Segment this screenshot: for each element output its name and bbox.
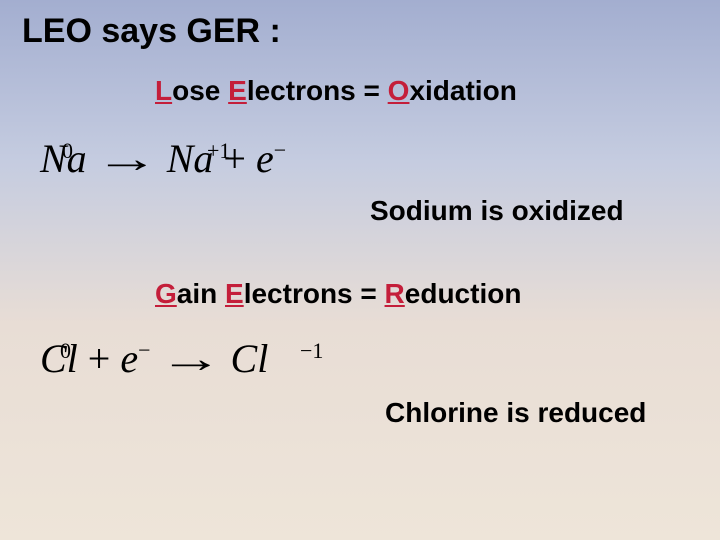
- text-ose: ose: [172, 75, 228, 106]
- letter-E: E: [228, 75, 247, 106]
- letter-E2: E: [225, 278, 244, 309]
- letter-R: R: [385, 278, 405, 309]
- sodium-result: Sodium is oxidized: [370, 195, 624, 227]
- arrow-icon-2: →: [159, 335, 223, 382]
- text-eduction: eduction: [405, 278, 522, 309]
- eq2-lhs: Cl: [40, 336, 78, 381]
- chlorine-equation: Cl + e− → Cl: [40, 335, 268, 382]
- eq2-rhs: Cl: [231, 336, 269, 381]
- letter-L: L: [155, 75, 172, 106]
- eq2-electron: e: [120, 336, 138, 381]
- sodium-equation: Na → Na + e−: [40, 135, 286, 182]
- eq1-electron-sup: −: [274, 138, 286, 163]
- leo-definition: Lose Electrons = Oxidation: [155, 75, 517, 107]
- chlorine-result: Chlorine is reduced: [385, 397, 646, 429]
- ger-definition: Gain Electrons = Reduction: [155, 278, 521, 310]
- text-lectrons-eq2: lectrons =: [244, 278, 385, 309]
- text-lectrons-eq: lectrons =: [247, 75, 388, 106]
- letter-G: G: [155, 278, 177, 309]
- slide-title: LEO says GER :: [22, 12, 281, 51]
- eq2-electron-sup: −: [138, 338, 150, 363]
- text-xidation: xidation: [409, 75, 516, 106]
- eq1-lhs: Na: [40, 136, 87, 181]
- eq1-plus: +: [223, 136, 256, 181]
- arrow-icon: →: [95, 135, 159, 182]
- text-ain: ain: [177, 278, 225, 309]
- cl-charge-right: −1: [300, 338, 323, 364]
- eq1-rhs: Na: [167, 136, 214, 181]
- eq2-plus: +: [88, 336, 121, 381]
- letter-O: O: [388, 75, 410, 106]
- eq1-electron: e: [256, 136, 274, 181]
